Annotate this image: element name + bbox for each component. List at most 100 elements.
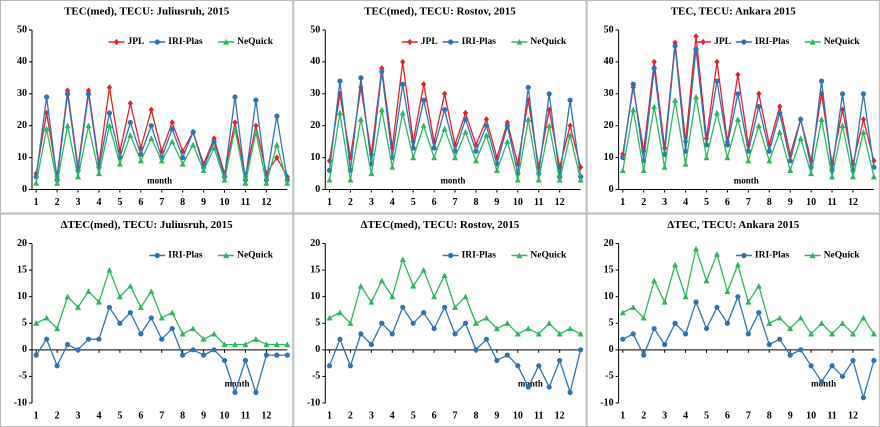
marker [766, 157, 773, 164]
marker [724, 154, 731, 161]
marker [557, 357, 563, 364]
marker [64, 122, 71, 129]
marker [75, 173, 82, 180]
marker [148, 123, 154, 129]
marker [138, 151, 144, 158]
marker [818, 78, 825, 84]
x-tick-label: 12 [555, 197, 565, 208]
x-tick-label: 1 [34, 197, 39, 208]
marker [473, 141, 479, 149]
legend-marker [516, 252, 523, 259]
x-tick-label: 9 [201, 410, 206, 421]
marker [777, 103, 783, 110]
marker [860, 128, 867, 135]
marker [870, 173, 877, 180]
marker [169, 309, 176, 316]
y-tick-label: 30 [17, 88, 27, 99]
chart-title: TEC(med), TECU: Rostov, 2015 [364, 6, 516, 18]
marker [714, 304, 720, 310]
marker [95, 170, 102, 177]
marker [242, 341, 249, 348]
marker [106, 84, 113, 91]
panel: ΔTEC(med), TECU: Rostov, 2015-10-5051015… [293, 213, 587, 427]
marker [379, 68, 385, 75]
marker [577, 330, 584, 337]
marker [221, 176, 228, 183]
marker [473, 148, 479, 154]
x-tick-label: 10 [806, 410, 816, 421]
marker [504, 352, 510, 358]
legend-label: IRI-Plas [755, 251, 790, 261]
x-tick-label: 10 [806, 197, 816, 208]
legend-label: NeQuick [237, 37, 274, 47]
marker [95, 298, 102, 305]
marker [379, 65, 385, 72]
marker [472, 157, 479, 164]
x-tick-label: 4 [683, 410, 688, 421]
y-tick-label: 0 [315, 184, 320, 195]
marker [494, 357, 500, 364]
marker [756, 310, 762, 316]
marker [839, 373, 846, 380]
y-tick-label: -10 [14, 397, 27, 408]
marker [462, 109, 469, 117]
marker [620, 336, 626, 342]
marker [44, 336, 50, 342]
x-tick-label: 3 [369, 410, 374, 421]
y-tick-label: 0 [609, 184, 614, 195]
marker [190, 129, 196, 135]
y-tick-label: -10 [307, 397, 320, 408]
marker [672, 39, 678, 46]
marker [64, 293, 71, 300]
marker [137, 157, 144, 164]
marker [441, 304, 448, 310]
marker [221, 357, 228, 364]
x-tick-label: 1 [620, 197, 625, 208]
marker [326, 314, 333, 321]
marker [180, 155, 186, 161]
marker [273, 341, 280, 348]
marker [787, 151, 793, 158]
legend-marker [407, 38, 413, 46]
marker [745, 148, 751, 154]
marker [231, 125, 238, 132]
marker [829, 173, 836, 180]
marker [776, 128, 783, 135]
marker [452, 154, 459, 161]
marker [808, 363, 814, 369]
marker [651, 277, 658, 284]
marker [745, 141, 751, 149]
marker [714, 58, 720, 66]
x-tick-label: 9 [494, 197, 499, 208]
marker [672, 97, 679, 103]
legend-label: JPL [421, 37, 438, 47]
x-tick-label: 1 [620, 410, 625, 421]
marker [252, 336, 259, 342]
y-tick-label: 5 [22, 318, 27, 329]
marker [400, 304, 406, 310]
x-tick-label: 2 [55, 410, 60, 421]
x-tick-label: 12 [848, 410, 858, 421]
marker [452, 304, 459, 310]
marker [661, 298, 668, 305]
marker [410, 154, 417, 161]
marker [556, 176, 563, 183]
marker [117, 148, 123, 155]
marker [651, 65, 657, 71]
marker [462, 320, 469, 326]
marker [200, 336, 207, 342]
x-tick-label: 1 [327, 410, 332, 421]
marker [755, 282, 762, 289]
x-tick-label: 2 [55, 197, 60, 208]
marker [410, 282, 417, 289]
marker [849, 173, 856, 180]
x-tick-label: 10 [513, 197, 523, 208]
marker [347, 154, 354, 161]
marker [138, 331, 144, 337]
x-tick-label: 4 [390, 410, 395, 421]
marker [870, 330, 877, 337]
x-tick-label: 6 [138, 410, 143, 421]
y-tick-label: 15 [17, 264, 27, 275]
chart-title: ΔTEC, TECU: Ankara 2015 [667, 219, 799, 231]
